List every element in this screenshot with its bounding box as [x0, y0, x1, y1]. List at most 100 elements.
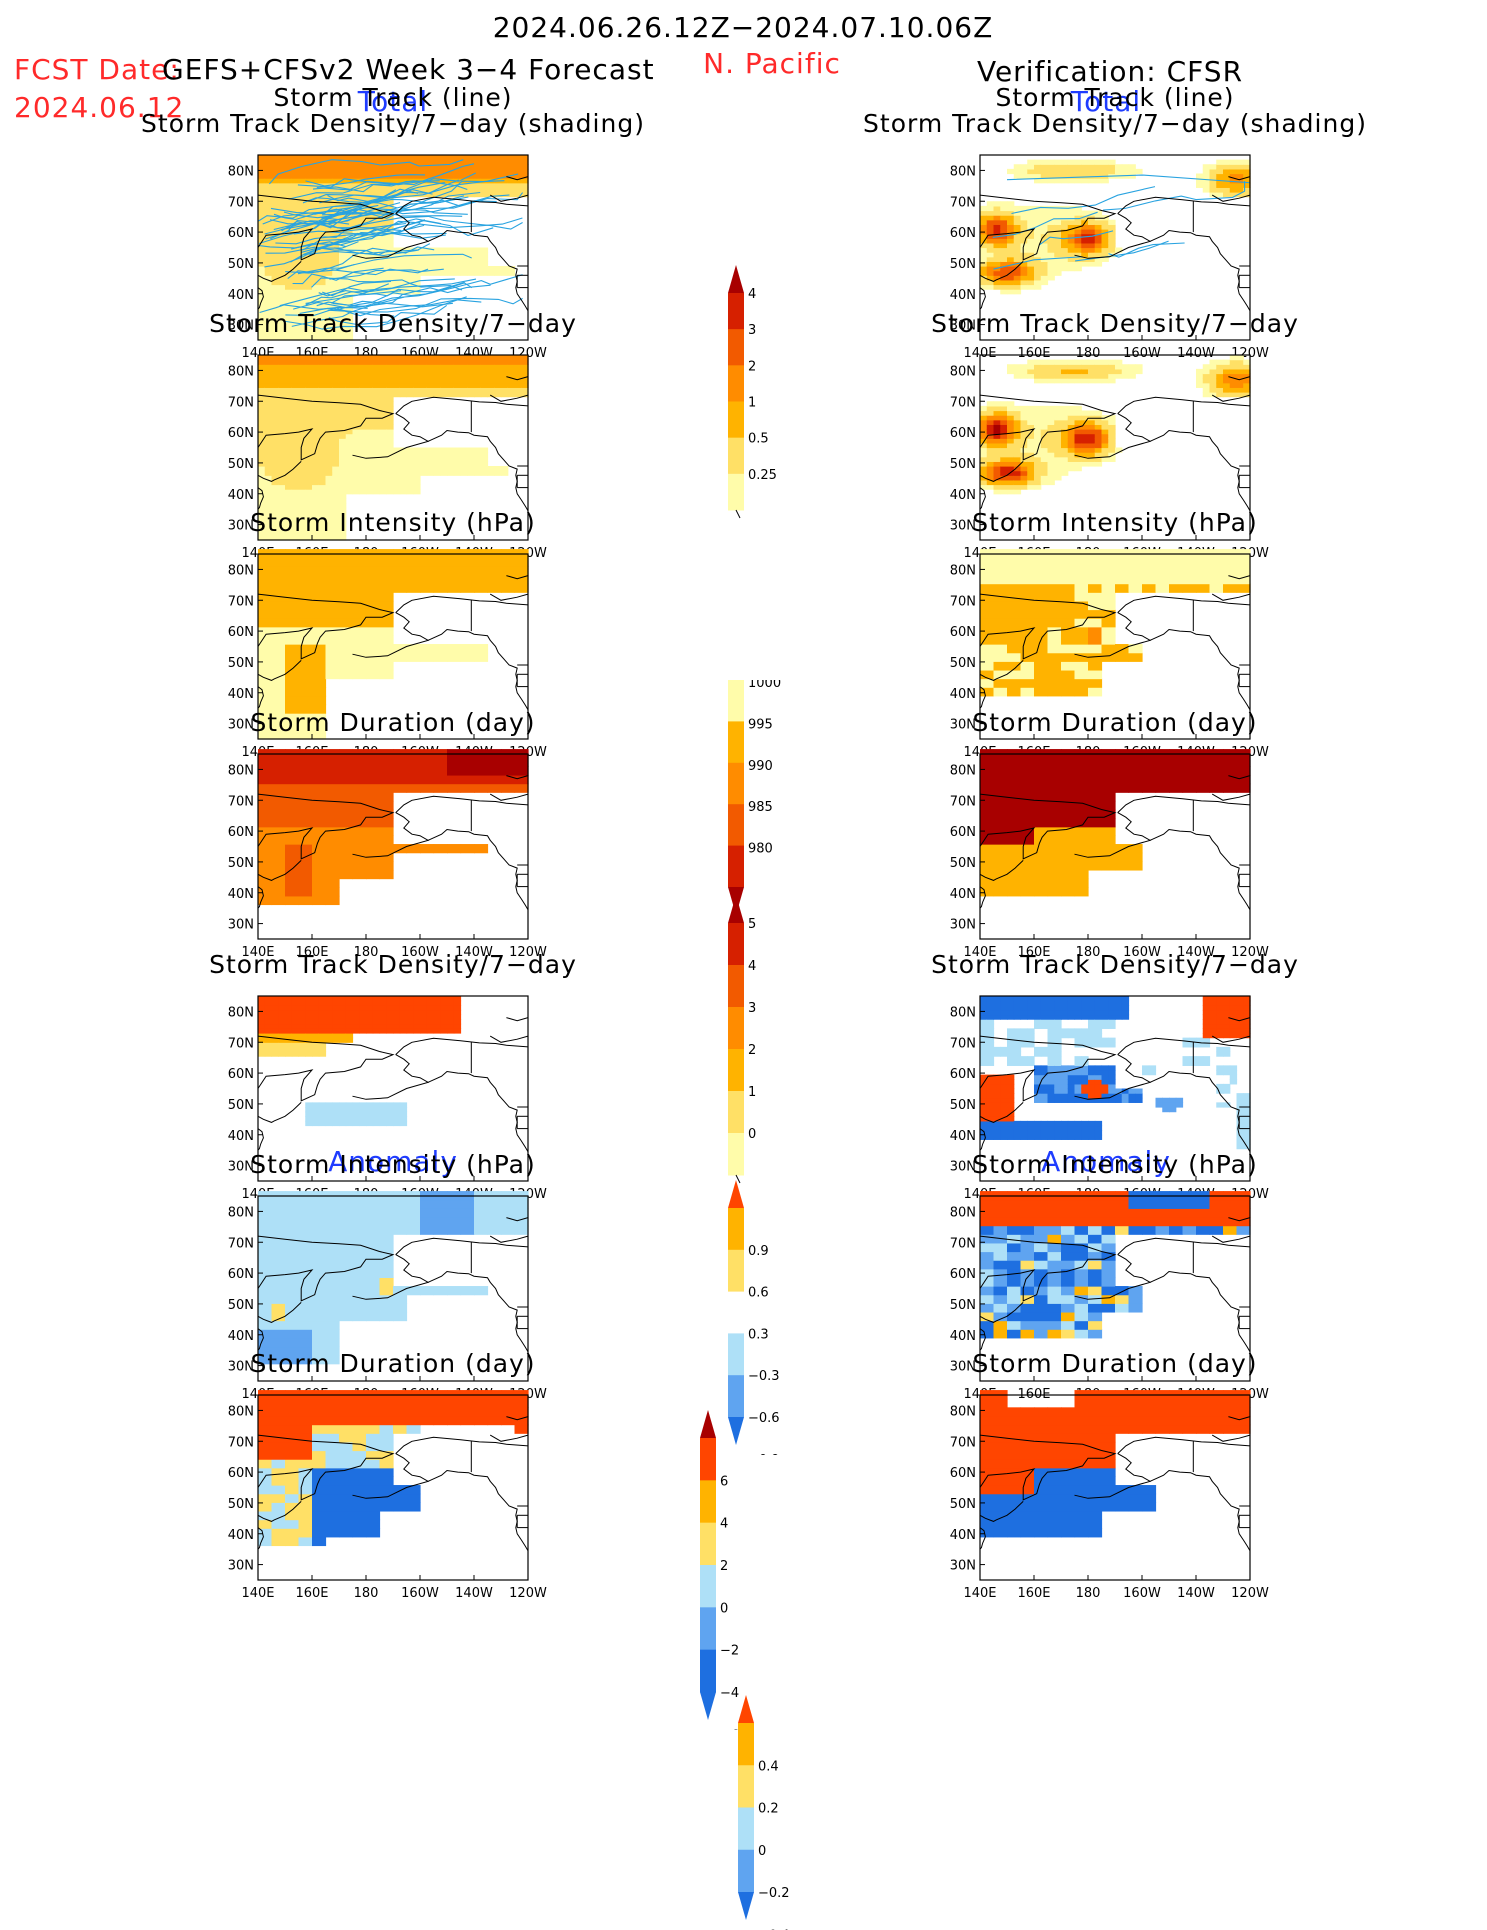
- colorbar-label: 0.5: [748, 432, 769, 447]
- colorbar-segment: [700, 1523, 716, 1566]
- fc-duration-title-line: Storm Duration (day): [250, 710, 535, 735]
- lat-tick-label: 40N: [228, 1129, 254, 1144]
- lat-tick-label: 50N: [950, 656, 976, 671]
- colorbar-segment: [728, 923, 744, 966]
- lat-tick-label: 40N: [228, 1329, 254, 1344]
- colorbar-segment: [728, 1292, 744, 1334]
- lat-tick-label: 70N: [228, 1236, 254, 1251]
- colorbar-label: 4: [748, 287, 756, 302]
- lat-tick-label: 60N: [950, 625, 976, 640]
- colorbar-label: 0: [758, 1844, 766, 1859]
- colorbar-label: 2: [748, 1043, 756, 1058]
- vf-track-title-line: Storm Track Density/7−day (shading): [863, 111, 1367, 136]
- colorbar-label: 990: [748, 759, 773, 774]
- colorbar-label: 0.9: [748, 1244, 769, 1259]
- lat-tick-label: 80N: [228, 364, 254, 379]
- fc-track-title-line: Storm Track Density/7−day (shading): [141, 111, 645, 136]
- colorbar-label: 2: [748, 359, 756, 374]
- lat-tick-label: 70N: [228, 395, 254, 410]
- colorbar-segment: [728, 474, 744, 511]
- colorbar-segment: [728, 438, 744, 475]
- lat-tick-label: 40N: [228, 687, 254, 702]
- lat-tick-label: 70N: [950, 395, 976, 410]
- lon-tick-label: 160E: [1017, 1586, 1050, 1601]
- lat-tick-label: 40N: [950, 687, 976, 702]
- vf-anom-intensity-title-line: Storm Intensity (hPa): [972, 1152, 1258, 1177]
- lat-tick-label: 50N: [228, 457, 254, 472]
- lat-tick-label: 40N: [950, 1528, 976, 1543]
- lat-tick-label: 60N: [228, 226, 254, 241]
- lat-tick-label: 70N: [228, 195, 254, 210]
- colorbar-label: −6: [720, 1728, 739, 1730]
- lat-tick-label: 80N: [228, 1005, 254, 1020]
- lat-tick-label: 80N: [228, 1205, 254, 1220]
- colorbar-label: 0.25: [748, 468, 777, 483]
- lon-tick-label: 160W: [401, 1586, 439, 1601]
- colorbar-segment: [700, 1565, 716, 1608]
- lat-tick-label: 40N: [950, 288, 976, 303]
- lat-tick-label: 60N: [228, 1267, 254, 1282]
- vf-anom-density-map: 140E160E180160W140W120W80N70N60N50N40N30…: [940, 996, 1270, 1221]
- colorbar-label: 0.6: [748, 1286, 769, 1301]
- lat-tick-label: 50N: [228, 856, 254, 871]
- lat-tick-label: 70N: [950, 1435, 976, 1450]
- lat-tick-label: 80N: [228, 763, 254, 778]
- colorbar-segment: [738, 1723, 754, 1766]
- lat-tick-label: 80N: [228, 1404, 254, 1419]
- colorbar-segment: [728, 329, 744, 366]
- fc-density-map: 140E160E180160W140W120W80N70N60N50N40N30…: [218, 355, 548, 580]
- colorbar-segment: [728, 1133, 744, 1176]
- colorbar-label: 995: [748, 717, 773, 732]
- date-range: 2024.06.26.12Z−2024.07.10.06Z: [493, 14, 994, 42]
- lat-tick-label: 30N: [950, 1559, 976, 1574]
- colorbar-segment: [700, 1480, 716, 1523]
- colorbar-segment: [738, 1850, 754, 1893]
- colorbar-label: 4: [748, 959, 756, 974]
- lat-tick-label: 80N: [950, 563, 976, 578]
- lat-tick-label: 50N: [950, 457, 976, 472]
- lat-tick-label: 50N: [950, 257, 976, 272]
- colorbar-segment: [728, 680, 744, 722]
- lat-tick-label: 70N: [228, 1036, 254, 1051]
- lat-tick-label: 70N: [950, 1236, 976, 1251]
- forecast-title: GEFS+CFSv2 Week 3−4 Forecast: [162, 56, 655, 84]
- lat-tick-label: 60N: [228, 1466, 254, 1481]
- lat-tick-label: 80N: [228, 563, 254, 578]
- lat-tick-label: 40N: [950, 488, 976, 503]
- colorbar-label: 3: [748, 323, 756, 338]
- colorbar-segment: [738, 1765, 754, 1808]
- lat-tick-label: 30N: [228, 918, 254, 933]
- colorbar-segment: [728, 365, 744, 402]
- lat-tick-label: 60N: [950, 426, 976, 441]
- verification-title: Verification: CFSR: [977, 58, 1243, 86]
- fc-anom-density-map: 140E160E180160W140W120W80N70N60N50N40N30…: [218, 996, 548, 1221]
- lat-tick-label: 40N: [228, 288, 254, 303]
- colorbar-segment: [728, 293, 744, 330]
- fc-anom-duration-title-line: Storm Duration (day): [250, 1351, 535, 1376]
- colorbar-segment: [700, 1650, 716, 1693]
- lat-tick-label: 30N: [950, 918, 976, 933]
- lon-tick-label: 140W: [1177, 1586, 1215, 1601]
- fc-intensity-map: 140E160E180160W140W120W80N70N60N50N40N30…: [218, 554, 548, 779]
- vf-anom-density-title-line: Storm Track Density/7−day: [931, 952, 1299, 977]
- colorbar-label: 2: [720, 1559, 728, 1574]
- lat-tick-label: 50N: [950, 1098, 976, 1113]
- fc-density-title-line: Storm Track Density/7−day: [209, 311, 577, 336]
- lat-tick-label: 80N: [950, 1205, 976, 1220]
- colorbar-label: −2: [720, 1644, 739, 1659]
- colorbar-label: 0: [720, 1601, 728, 1616]
- lat-tick-label: 40N: [228, 887, 254, 902]
- lat-tick-label: 70N: [950, 794, 976, 809]
- region-label: N. Pacific: [703, 50, 841, 78]
- colorbar-label: 985: [748, 800, 773, 815]
- fc-anom-density-title-line: Storm Track Density/7−day: [209, 952, 577, 977]
- lat-tick-label: 80N: [950, 364, 976, 379]
- lat-tick-label: 50N: [228, 1497, 254, 1512]
- lat-tick-label: 80N: [950, 763, 976, 778]
- colorbar-label: 0.4: [758, 1759, 779, 1774]
